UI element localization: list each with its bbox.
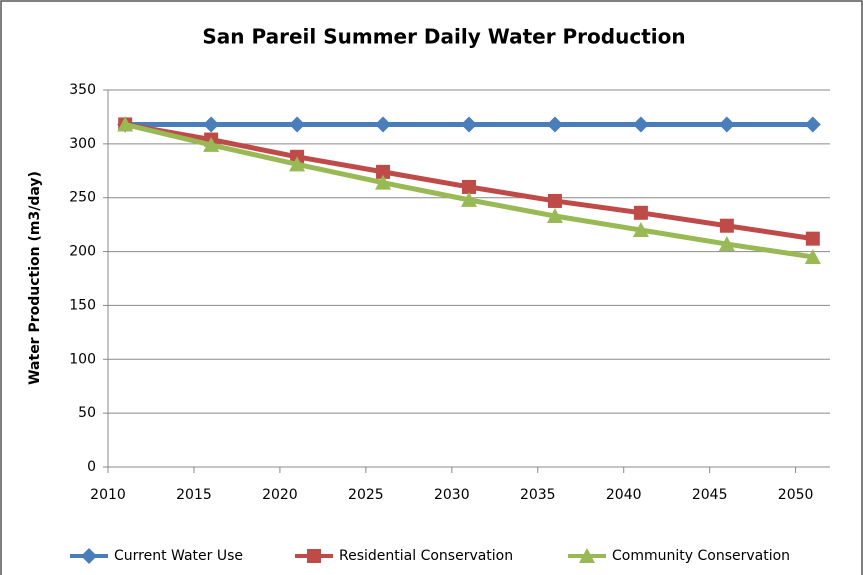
y-tick-label: 50 — [78, 405, 96, 421]
marker — [546, 116, 563, 133]
chart-title: San Pareil Summer Daily Water Production — [202, 25, 685, 49]
x-tick-label: 2050 — [778, 487, 814, 503]
x-tick-label: 2040 — [606, 487, 642, 503]
marker — [632, 222, 649, 238]
marker — [804, 116, 821, 133]
marker — [462, 179, 476, 194]
legend-label: Residential Conservation — [339, 548, 513, 564]
marker — [307, 549, 321, 563]
marker — [718, 116, 735, 133]
marker — [804, 248, 821, 264]
marker — [633, 205, 648, 220]
marker — [632, 116, 649, 133]
x-tick-label: 2045 — [692, 487, 728, 503]
y-axis-label: Water Production (m3/day) — [27, 171, 43, 385]
y-tick-label: 350 — [69, 82, 96, 98]
y-tick-label: 100 — [69, 351, 96, 367]
x-tick-label: 2020 — [262, 487, 298, 503]
marker — [719, 218, 734, 233]
y-tick-label: 250 — [69, 190, 96, 206]
marker — [375, 174, 392, 190]
y-tick-label: 150 — [69, 297, 96, 313]
x-tick-label: 2010 — [90, 487, 126, 503]
legend-label: Current Water Use — [114, 548, 243, 564]
marker — [547, 193, 562, 208]
marker — [203, 116, 220, 133]
x-tick-label: 2025 — [348, 487, 384, 503]
marker — [718, 236, 735, 252]
marker — [461, 116, 477, 133]
y-tick-label: 200 — [69, 244, 96, 260]
legend-label: Community Conservation — [612, 548, 790, 564]
marker — [289, 116, 306, 133]
x-tick-label: 2030 — [434, 487, 470, 503]
x-tick-label: 2035 — [520, 487, 556, 503]
marker — [546, 208, 563, 224]
marker — [805, 231, 820, 246]
marker — [376, 164, 391, 179]
marker — [81, 548, 97, 564]
x-tick-label: 2015 — [176, 487, 212, 503]
marker — [203, 136, 220, 152]
marker — [289, 156, 306, 172]
marker — [117, 116, 134, 132]
y-tick-label: 300 — [69, 136, 96, 152]
marker — [579, 548, 595, 563]
marker — [375, 116, 392, 133]
y-tick-label: 0 — [87, 459, 96, 475]
marker — [461, 191, 477, 207]
